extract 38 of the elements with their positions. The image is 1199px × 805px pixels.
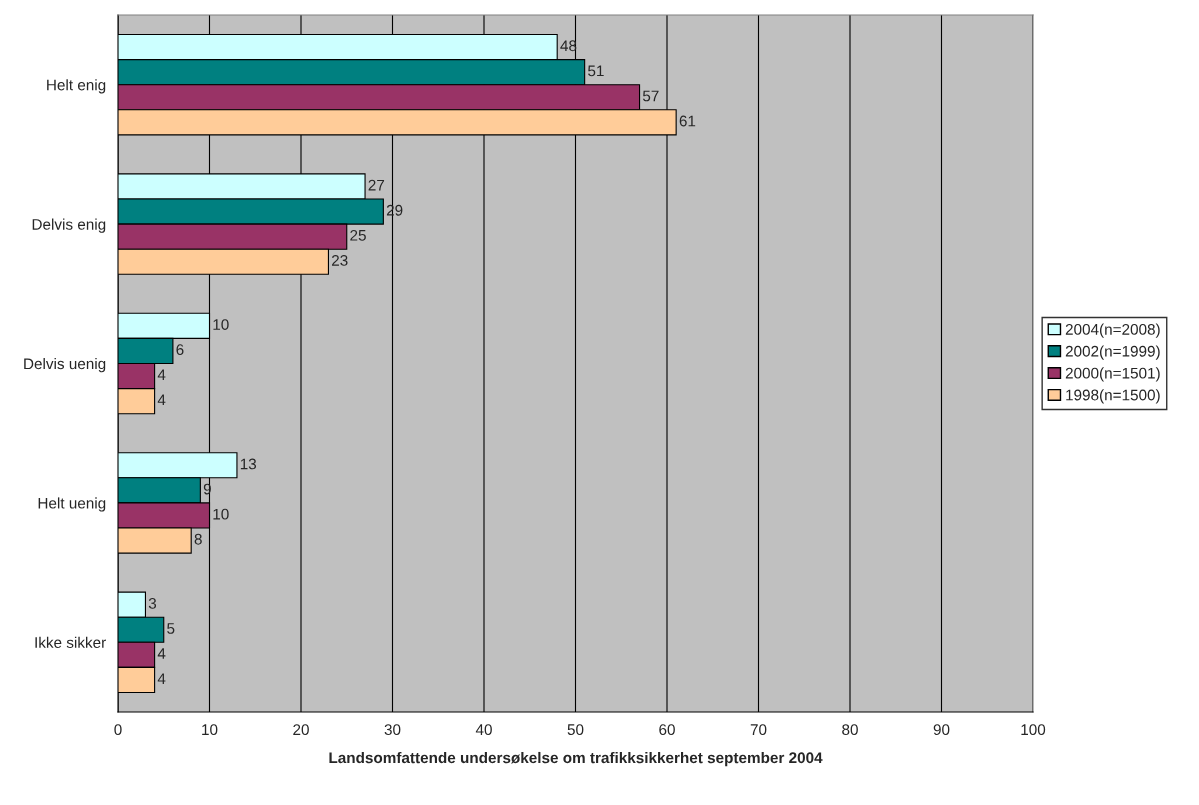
- data-label: 10: [213, 508, 229, 520]
- data-label: 3: [148, 597, 157, 609]
- y-tick-label: Helt enig: [47, 79, 106, 94]
- legend-label: 2000(n=1501): [1065, 367, 1160, 382]
- legend-label: 2002(n=1999): [1065, 345, 1160, 360]
- x-tick-label: 20: [293, 724, 309, 736]
- x-axis-title: Landsomfattende undersøkelse om trafikksikkerhet september 2004: [329, 751, 823, 767]
- data-label: 27: [368, 179, 385, 191]
- data-label: 4: [157, 394, 166, 406]
- x-tick-label: 100: [1021, 724, 1046, 736]
- y-tick-label: Delvis uenig: [24, 357, 106, 373]
- y-tick-label: Delvis enig: [32, 218, 106, 233]
- data-label: 6: [176, 344, 184, 356]
- data-label: 51: [588, 65, 604, 77]
- y-tick-label: Ikke sikker: [35, 636, 106, 648]
- data-label: 4: [157, 369, 166, 380]
- x-tick-label: 90: [933, 724, 950, 736]
- data-label: 61: [679, 115, 696, 127]
- x-tick-label: 50: [567, 724, 584, 736]
- data-label: 5: [167, 623, 175, 634]
- x-tick-label: 0: [114, 724, 122, 736]
- data-label: 8: [194, 533, 202, 545]
- data-label: 13: [240, 458, 257, 470]
- x-tick-label: 70: [750, 724, 767, 736]
- data-label: 57: [642, 90, 659, 102]
- data-label: 4: [157, 648, 166, 659]
- data-label: 25: [350, 229, 366, 241]
- y-tick-label: Helt uenig: [38, 497, 106, 512]
- data-label: 23: [332, 255, 348, 266]
- legend-label: 1998(n=1500): [1066, 389, 1160, 404]
- x-tick-label: 10: [202, 724, 218, 736]
- x-tick-label: 30: [384, 724, 401, 736]
- x-tick-label: 40: [475, 724, 492, 736]
- data-label: 4: [157, 673, 166, 684]
- x-tick-label: 60: [659, 724, 675, 736]
- legend-label: 2004(n=2008): [1065, 323, 1160, 338]
- x-tick-label: 80: [842, 724, 858, 736]
- data-label: 10: [213, 319, 229, 330]
